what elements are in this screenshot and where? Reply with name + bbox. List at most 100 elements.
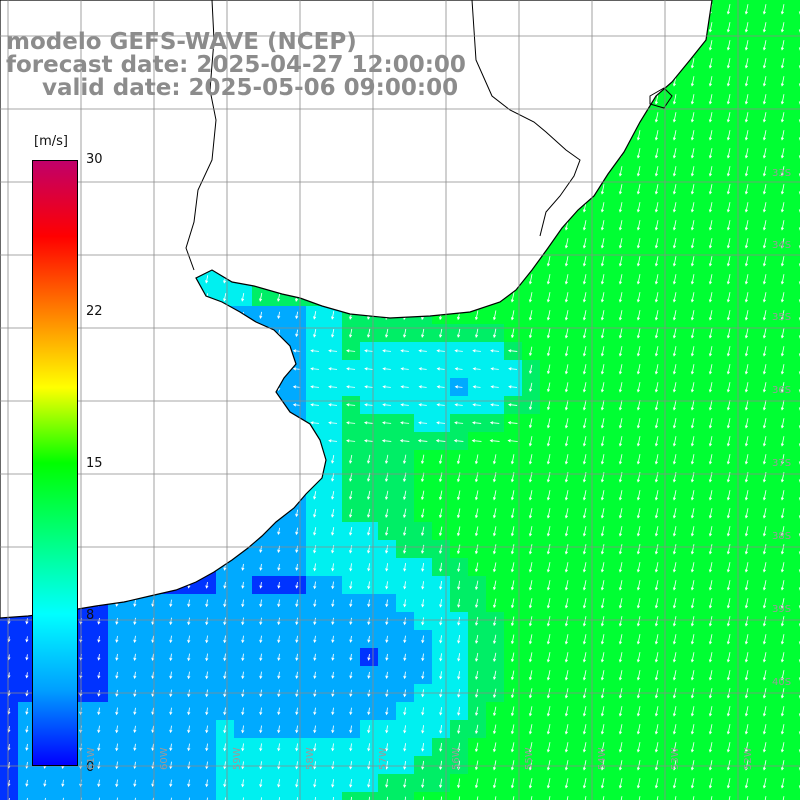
wind-arrow <box>438 454 443 465</box>
wind-arrow <box>654 706 659 717</box>
wind-arrow <box>780 760 785 771</box>
wind-arrow <box>295 329 299 338</box>
wind-arrow <box>403 526 407 536</box>
wind-arrow <box>133 635 137 643</box>
wind-arrow <box>744 400 749 411</box>
wind-arrow <box>726 166 731 177</box>
wind-arrow <box>654 238 659 249</box>
wind-arrow <box>672 760 677 771</box>
wind-arrow <box>690 616 695 627</box>
wind-arrow <box>564 706 569 717</box>
wind-arrow <box>600 436 605 447</box>
title-valid-date: valid date: 2025-05-06 09:00:00 <box>42 75 459 101</box>
wind-arrow <box>454 349 463 353</box>
wind-arrow <box>241 671 245 680</box>
wind-arrow <box>277 527 281 536</box>
wind-arrow <box>762 724 767 735</box>
wind-arrow <box>223 743 227 752</box>
wind-arrow <box>331 310 335 320</box>
wind-arrow <box>708 562 713 573</box>
wind-arrow <box>690 256 695 267</box>
wind-arrow <box>205 743 209 752</box>
wind-arrow <box>546 742 551 753</box>
wind-arrow <box>618 490 623 501</box>
wind-arrow <box>582 256 587 267</box>
wind-arrow <box>456 508 461 519</box>
wind-arrow <box>726 598 731 609</box>
wind-arrow <box>385 599 389 608</box>
wind-arrow <box>328 367 338 371</box>
wind-arrow <box>672 706 677 717</box>
wind-arrow <box>600 454 605 465</box>
field-cell <box>126 792 144 800</box>
wind-arrow <box>726 706 731 717</box>
wind-arrow <box>386 796 389 800</box>
wind-arrow <box>385 563 389 572</box>
field-cell <box>792 180 800 198</box>
wind-arrow <box>744 760 749 771</box>
wind-arrow <box>654 220 659 231</box>
wind-arrow <box>295 707 299 716</box>
wind-arrow <box>277 311 281 320</box>
wind-arrow <box>654 418 659 429</box>
wind-arrow <box>654 526 659 537</box>
wind-arrow <box>744 526 749 537</box>
border-line <box>185 0 217 271</box>
field-cell <box>792 162 800 180</box>
wind-arrow <box>476 796 479 800</box>
wind-arrow <box>115 743 119 752</box>
wind-arrow <box>492 580 497 591</box>
wind-arrow <box>367 599 371 608</box>
field-cell <box>792 72 800 90</box>
wind-arrow <box>292 385 301 389</box>
wind-arrow <box>582 778 587 789</box>
wind-arrow <box>439 707 443 716</box>
wind-arrow <box>564 418 569 429</box>
wind-arrow <box>744 670 749 681</box>
wind-arrow <box>115 779 119 788</box>
wind-arrow <box>726 256 731 267</box>
wind-arrow <box>708 598 713 609</box>
wind-arrow <box>672 544 677 555</box>
wind-arrow <box>780 616 785 627</box>
wind-arrow <box>546 778 551 789</box>
wind-arrow <box>546 760 551 771</box>
wind-arrow <box>472 421 482 425</box>
field-cell <box>108 792 126 800</box>
wind-arrow <box>546 652 551 663</box>
wind-arrow <box>528 580 533 591</box>
field-cell <box>792 126 800 144</box>
wind-arrow <box>762 418 767 429</box>
wind-arrow <box>367 707 371 716</box>
wind-arrow <box>331 761 335 770</box>
wind-arrow <box>456 490 461 501</box>
lat-label: 38S <box>772 531 792 542</box>
wind-arrow <box>780 202 785 213</box>
wind-arrow <box>690 544 695 555</box>
wind-arrow <box>546 364 551 375</box>
wind-arrow <box>403 617 407 626</box>
wind-arrow <box>169 707 173 716</box>
wind-arrow <box>600 598 605 609</box>
wind-arrow <box>708 526 713 537</box>
wind-arrow <box>636 580 641 591</box>
wind-arrow <box>600 508 605 519</box>
wind-arrow <box>331 454 335 464</box>
wind-arrow <box>726 94 731 105</box>
wind-arrow <box>492 454 497 465</box>
field-cell <box>378 792 396 800</box>
wind-arrow <box>381 439 392 443</box>
wind-arrow <box>439 562 443 572</box>
wind-arrow <box>780 40 785 51</box>
wind-arrow <box>151 653 155 662</box>
wind-arrow <box>439 742 443 752</box>
wind-arrow <box>418 403 427 407</box>
wind-arrow <box>385 778 389 788</box>
wind-arrow <box>510 454 515 465</box>
wind-arrow <box>546 400 551 411</box>
wind-arrow <box>400 385 409 389</box>
wind-arrow <box>205 779 209 788</box>
wind-arrow <box>115 761 119 770</box>
wind-arrow <box>331 707 335 716</box>
wind-arrow <box>438 490 443 501</box>
